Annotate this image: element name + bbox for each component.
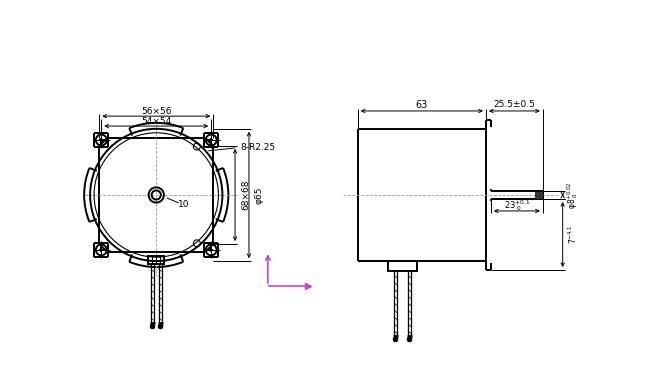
- Text: 8-R2.25: 8-R2.25: [240, 143, 275, 152]
- Bar: [387, 261, 417, 271]
- Text: 10: 10: [178, 200, 190, 209]
- Text: 23$^{+0.1}_{\ 0}$: 23$^{+0.1}_{\ 0}$: [504, 198, 530, 214]
- Text: 25.5±0.5: 25.5±0.5: [493, 101, 536, 110]
- Text: 68×68: 68×68: [241, 180, 250, 210]
- Text: 7$^{-4.1}$: 7$^{-4.1}$: [566, 225, 578, 244]
- Text: 56×56: 56×56: [141, 107, 172, 116]
- Text: φ65: φ65: [255, 186, 264, 204]
- Bar: [535, 191, 543, 199]
- Text: φ8$^{+0.02}_{\ 0}$: φ8$^{+0.02}_{\ 0}$: [565, 181, 580, 209]
- Text: 54×54: 54×54: [141, 116, 172, 125]
- Text: 63: 63: [416, 100, 428, 110]
- Bar: [148, 256, 164, 264]
